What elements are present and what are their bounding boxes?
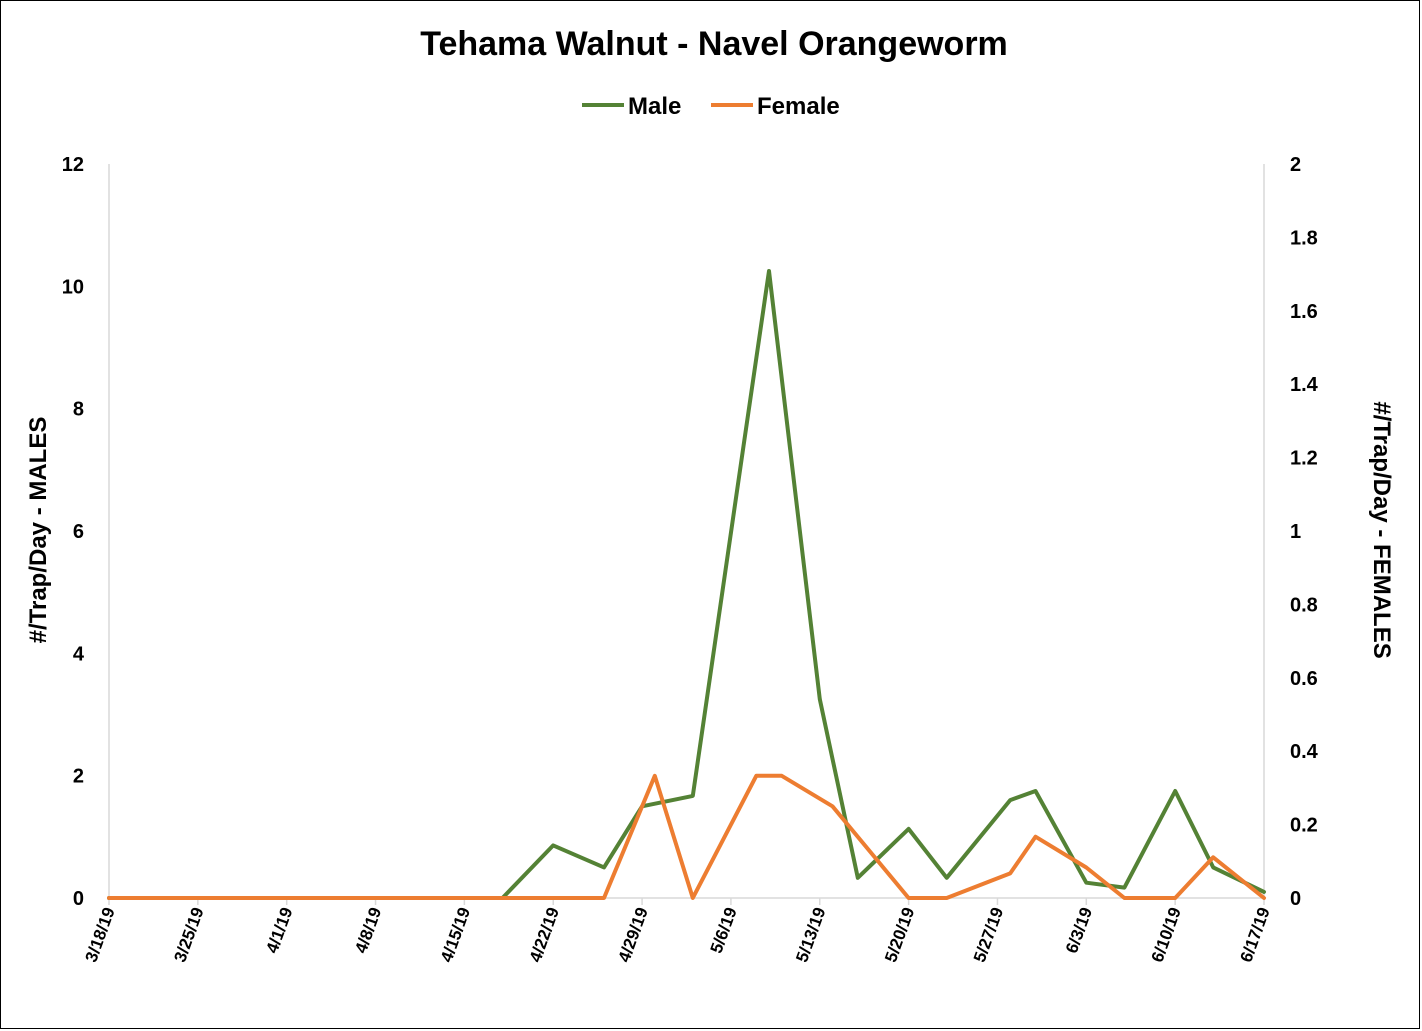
x-tick-label: 6/10/19 (1148, 905, 1185, 965)
y-tick-right: 0.2 (1290, 815, 1318, 837)
x-tick-label: 3/25/19 (170, 905, 207, 965)
y-tick-right: 1.6 (1290, 301, 1318, 323)
y-tick-right: 0.4 (1290, 741, 1319, 763)
x-tick-label: 4/22/19 (526, 905, 563, 965)
x-tick-label: 4/15/19 (437, 905, 474, 965)
y-tick-left: 6 (73, 521, 84, 543)
x-tick-label: 4/29/19 (615, 905, 652, 965)
y-tick-right: 0.6 (1290, 668, 1318, 690)
y-tick-right: 0 (1290, 888, 1301, 910)
legend-label-male: Male (628, 93, 681, 120)
x-tick-label: 5/6/19 (707, 905, 741, 956)
x-tick-label: 6/3/19 (1062, 905, 1096, 956)
x-ticks: 3/18/19 3/25/19 4/1/19 4/8/19 4/15/19 4/22/19… (82, 898, 1274, 965)
series-line-male (107, 269, 1266, 900)
x-tick-label: 5/27/19 (970, 905, 1007, 965)
y-axis-title-right: #/Trap/Day - FEMALES (1368, 401, 1395, 658)
y-tick-left: 10 (62, 276, 84, 298)
y-tick-right: 2 (1290, 154, 1301, 176)
x-tick-label: 4/1/19 (262, 905, 296, 956)
y-tick-left: 12 (62, 154, 84, 176)
x-tick-label: 5/13/19 (792, 905, 829, 965)
x-tick-label: 5/20/19 (881, 905, 918, 965)
y-tick-right: 1.4 (1290, 374, 1319, 396)
series-line-female (107, 773, 1266, 900)
series-layer (107, 269, 1266, 900)
legend-label-female: Female (757, 93, 840, 120)
right-y-ticks: 0 0.2 0.4 0.6 0.8 1 1.2 1.4 1.6 1.8 2 (1290, 154, 1319, 910)
y-tick-right: 0.8 (1290, 594, 1318, 616)
x-tick-label: 3/18/19 (82, 905, 119, 965)
x-tick-label: 6/17/19 (1237, 905, 1274, 965)
y-tick-right: 1.8 (1290, 227, 1318, 249)
y-tick-right: 1 (1290, 521, 1301, 543)
left-y-ticks: 0 2 4 6 8 10 12 (62, 154, 85, 910)
y-tick-right: 1.2 (1290, 448, 1318, 470)
axes (108, 164, 1265, 899)
y-tick-left: 8 (73, 399, 84, 421)
y-tick-left: 0 (73, 888, 84, 910)
y-axis-title-left: #/Trap/Day - MALES (25, 417, 52, 644)
chart-title: Tehama Walnut - Navel Orangeworm (420, 25, 1008, 63)
y-tick-left: 4 (73, 643, 85, 665)
y-tick-left: 2 (73, 766, 84, 788)
x-tick-label: 4/8/19 (351, 905, 385, 956)
legend: Male Female (582, 93, 840, 120)
